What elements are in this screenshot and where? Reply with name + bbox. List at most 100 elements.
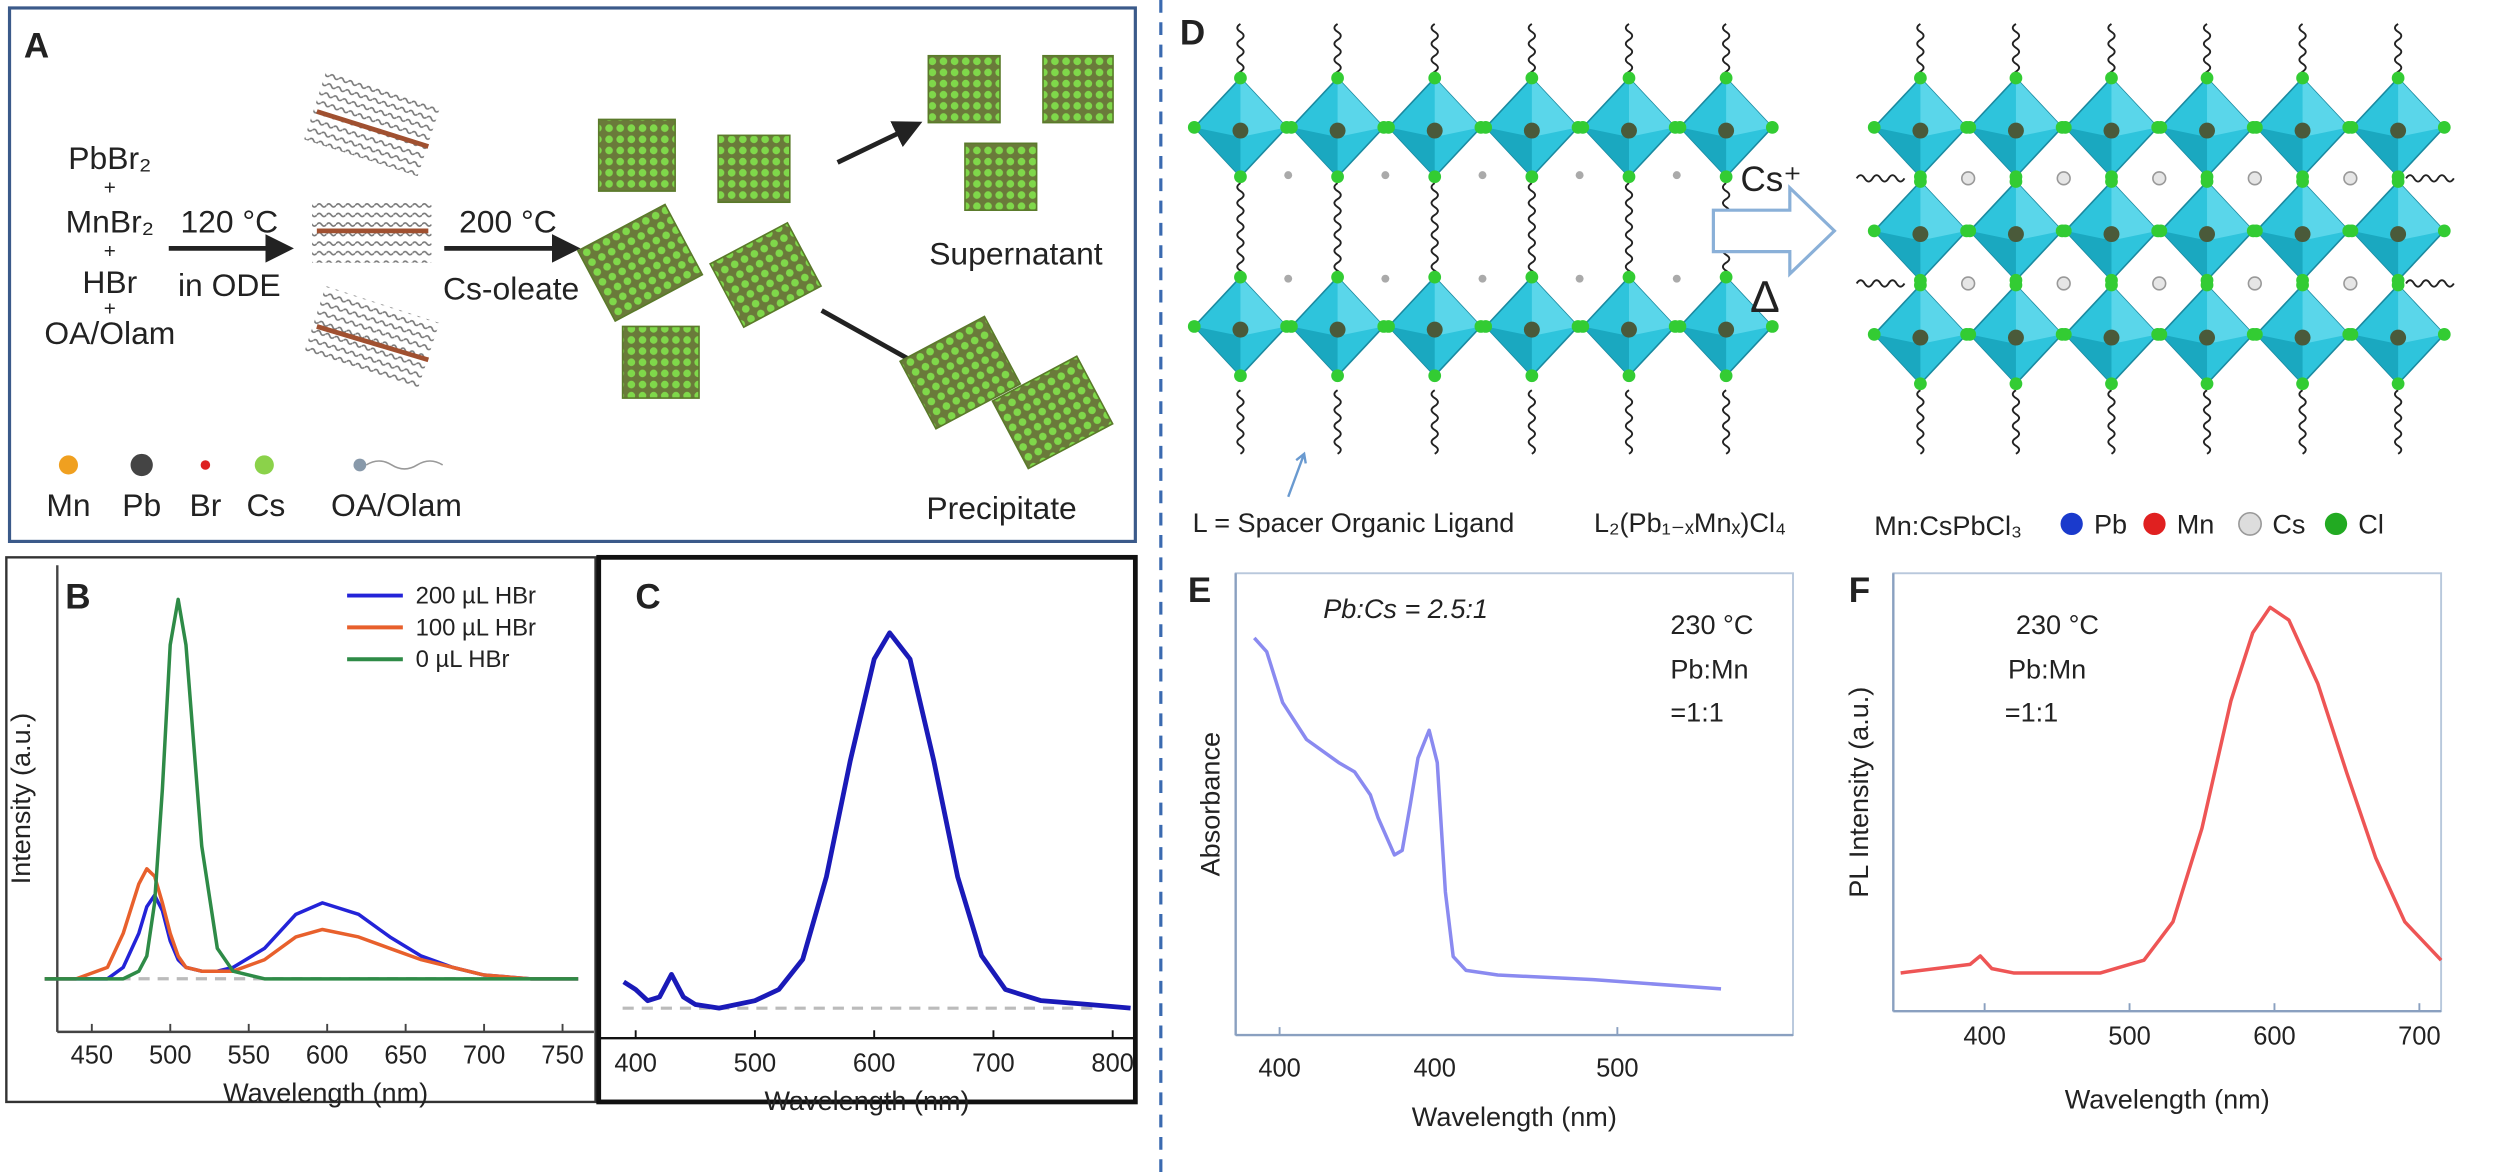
cl-atom bbox=[1234, 170, 1247, 184]
cl-atom bbox=[1963, 121, 1977, 134]
cl-atom bbox=[1187, 121, 1201, 134]
x-axis-title: Wavelength (nm) bbox=[223, 1077, 428, 1108]
reactants: PbBr₂ + MnBr₂ + HBr + OA/Olam 120 °C in … bbox=[44, 140, 1102, 526]
step-label: Cs-oleate bbox=[443, 270, 579, 306]
legend-dot bbox=[130, 453, 153, 477]
product-label: Supernatant bbox=[929, 235, 1103, 271]
octahedron-face bbox=[1920, 181, 1967, 241]
cl-atom bbox=[2391, 71, 2405, 85]
x-axis-title: Wavelength (nm) bbox=[1412, 1101, 1617, 1132]
cs-atom bbox=[2056, 276, 2071, 291]
spacer-atom bbox=[1672, 274, 1681, 283]
panel-label: F bbox=[1849, 571, 1870, 610]
spacer-atom bbox=[1478, 274, 1487, 283]
octahedron-face bbox=[1969, 230, 2016, 281]
octahedron-face bbox=[2398, 181, 2445, 241]
cl-atom bbox=[1331, 170, 1344, 184]
cl-atom bbox=[2058, 224, 2072, 238]
cl-atom bbox=[2058, 121, 2072, 134]
ligand bbox=[1527, 182, 1536, 280]
template bbox=[304, 71, 440, 177]
cl-atom bbox=[2250, 224, 2263, 238]
octahedron-face bbox=[1874, 334, 1921, 384]
octahedron-face bbox=[2160, 230, 2208, 281]
cl-atom bbox=[2200, 278, 2214, 292]
lattice bbox=[1187, 23, 2455, 455]
cl-atom bbox=[1525, 170, 1539, 184]
annotation: 230 °C bbox=[1670, 609, 1753, 640]
cl-atom bbox=[2009, 175, 2023, 188]
cl-atom bbox=[2250, 121, 2263, 134]
metal-atom bbox=[2390, 122, 2407, 139]
metal-atom bbox=[1621, 122, 1637, 139]
reactant: MnBr₂ bbox=[66, 203, 154, 239]
metal-atom bbox=[2103, 329, 2120, 346]
octahedron-face bbox=[1969, 127, 2016, 177]
ligand bbox=[1916, 23, 1925, 81]
cl-atom bbox=[1234, 369, 1247, 383]
annotation: Pb:Mn bbox=[1670, 653, 1748, 684]
metal-atom bbox=[1232, 122, 1249, 139]
octahedron-face bbox=[1874, 230, 1921, 281]
panel-c-frame bbox=[596, 554, 1138, 1105]
ligand bbox=[1430, 182, 1439, 280]
legend-text: Br bbox=[189, 487, 221, 523]
cs-atom bbox=[1961, 171, 1976, 186]
spacer-atom bbox=[1284, 171, 1293, 180]
x-tick-label: 700 bbox=[463, 1042, 506, 1070]
cl-atom bbox=[2345, 121, 2359, 134]
plot-frame bbox=[1234, 572, 1794, 1037]
cl-atom bbox=[1234, 71, 1247, 85]
cs-atom bbox=[2247, 171, 2262, 186]
ligand bbox=[1236, 23, 1245, 81]
ligand bbox=[1916, 389, 1925, 455]
cs-atom bbox=[2056, 171, 2071, 186]
template-core bbox=[316, 109, 430, 149]
ligand bbox=[2298, 389, 2307, 455]
cl-atom bbox=[2009, 278, 2023, 292]
x-tick-label: 500 bbox=[734, 1050, 777, 1078]
legend-a: Mn Pb Br Cs OA/Olam bbox=[46, 453, 462, 523]
pointer bbox=[1287, 451, 1307, 498]
metal-atom bbox=[2103, 226, 2120, 243]
metal-atom bbox=[1912, 226, 1929, 243]
cl-atom bbox=[1382, 121, 1395, 134]
arrow bbox=[836, 121, 923, 165]
step-label: 200 °C bbox=[459, 203, 557, 239]
ligand bbox=[1624, 23, 1634, 81]
reactant: PbBr₂ bbox=[68, 140, 151, 176]
ligand bbox=[1430, 23, 1439, 81]
cl-atom bbox=[2200, 175, 2214, 188]
metal-atom bbox=[2199, 226, 2215, 243]
metal-atom bbox=[2294, 226, 2311, 243]
cl-atom bbox=[2296, 71, 2309, 85]
cl-atom bbox=[2437, 224, 2451, 238]
ligand bbox=[2393, 23, 2403, 81]
cl-atom bbox=[1479, 121, 1493, 134]
ligand bbox=[2011, 23, 2021, 81]
cl-atom bbox=[1719, 71, 1733, 85]
crystal bbox=[964, 142, 1038, 211]
spacer-atom bbox=[1575, 171, 1584, 180]
octahedron-face bbox=[1874, 127, 1921, 177]
legend-dot bbox=[58, 455, 78, 475]
arrow-label: Cs⁺ bbox=[1740, 160, 1801, 199]
cl-atom bbox=[1285, 320, 1298, 333]
spacer-atom bbox=[1478, 171, 1487, 180]
metal-atom bbox=[2294, 329, 2311, 346]
x-tick-label: 600 bbox=[853, 1050, 895, 1078]
octahedron-face bbox=[2065, 230, 2112, 281]
reactant: OA/Olam bbox=[44, 315, 175, 351]
caption: Mn:CsPbCl₃ bbox=[1874, 510, 2022, 541]
crystal bbox=[717, 134, 791, 204]
legend-text: 200 µL HBr bbox=[416, 583, 536, 610]
crystal bbox=[621, 325, 700, 399]
crystal bbox=[927, 54, 1001, 124]
octahedron-face bbox=[1434, 277, 1481, 336]
x-tick-label: 550 bbox=[227, 1042, 270, 1070]
cl-atom bbox=[1428, 270, 1442, 284]
cl-atom bbox=[2200, 377, 2214, 391]
step-label: in ODE bbox=[178, 267, 281, 303]
cl-atom bbox=[1719, 270, 1733, 284]
cl-atom bbox=[2105, 175, 2118, 188]
